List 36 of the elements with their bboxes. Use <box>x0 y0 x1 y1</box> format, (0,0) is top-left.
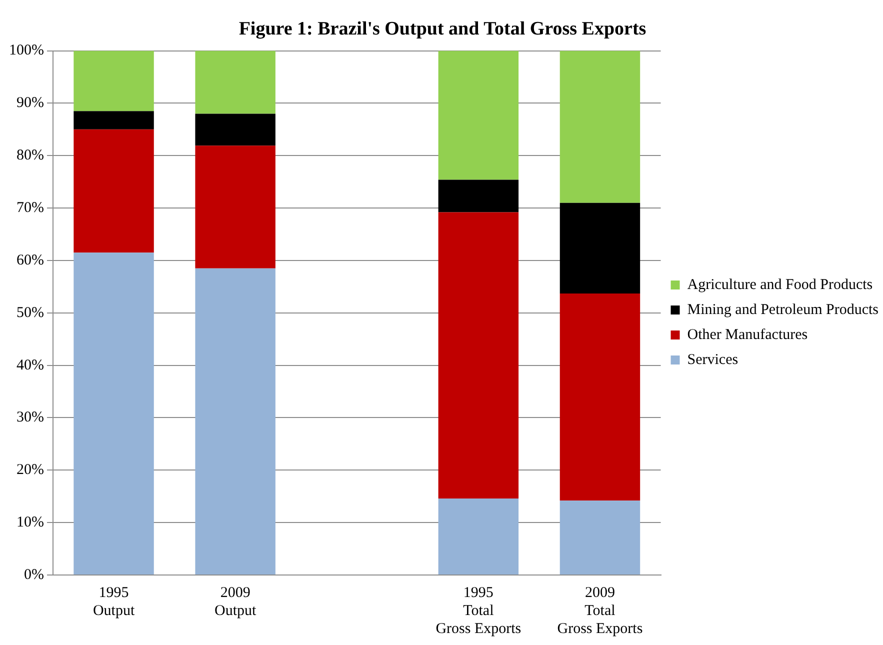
y-tick-label: 20% <box>16 462 44 478</box>
bar <box>74 252 154 574</box>
x-tick-label: 1995 Output <box>92 584 136 619</box>
bar <box>560 50 640 203</box>
y-tick-label: 30% <box>16 410 44 426</box>
y-tick-label: 40% <box>16 357 44 374</box>
bar <box>74 111 154 130</box>
chart-title: Figure 1: Brazil's Output and Total Gross Exports <box>238 18 646 40</box>
bar <box>195 268 276 574</box>
bar <box>438 498 519 574</box>
legend-label: Other Manufactures <box>687 326 808 343</box>
bar <box>438 180 519 212</box>
legend-label: Services <box>687 352 738 368</box>
bar <box>438 50 519 180</box>
y-tick-label: 100% <box>8 42 44 59</box>
bar <box>74 129 154 253</box>
y-tick-label: 70% <box>16 200 44 216</box>
y-tick-label: 80% <box>16 148 44 164</box>
bar <box>560 294 640 501</box>
bar <box>195 114 276 146</box>
x-tick-label: 2009 Output <box>214 584 257 619</box>
y-tick-label: 90% <box>16 95 44 112</box>
y-tick-label: 60% <box>16 252 44 268</box>
bar <box>74 50 154 112</box>
x-tick-label: 1995 Total Gross Exports <box>436 584 522 637</box>
x-tick-label: 2009 Total Gross Exports <box>557 584 643 637</box>
legend-label: Mining and Petroleum Products <box>687 302 879 318</box>
bar <box>195 50 276 114</box>
bar <box>560 202 640 294</box>
bar <box>560 500 640 574</box>
bar <box>195 146 276 268</box>
y-tick-label: 50% <box>16 304 44 321</box>
y-tick-label: 0% <box>24 566 44 583</box>
legend-label: Agriculture and Food Products <box>687 276 873 293</box>
y-tick-label: 10% <box>16 514 44 531</box>
bar <box>438 212 519 498</box>
